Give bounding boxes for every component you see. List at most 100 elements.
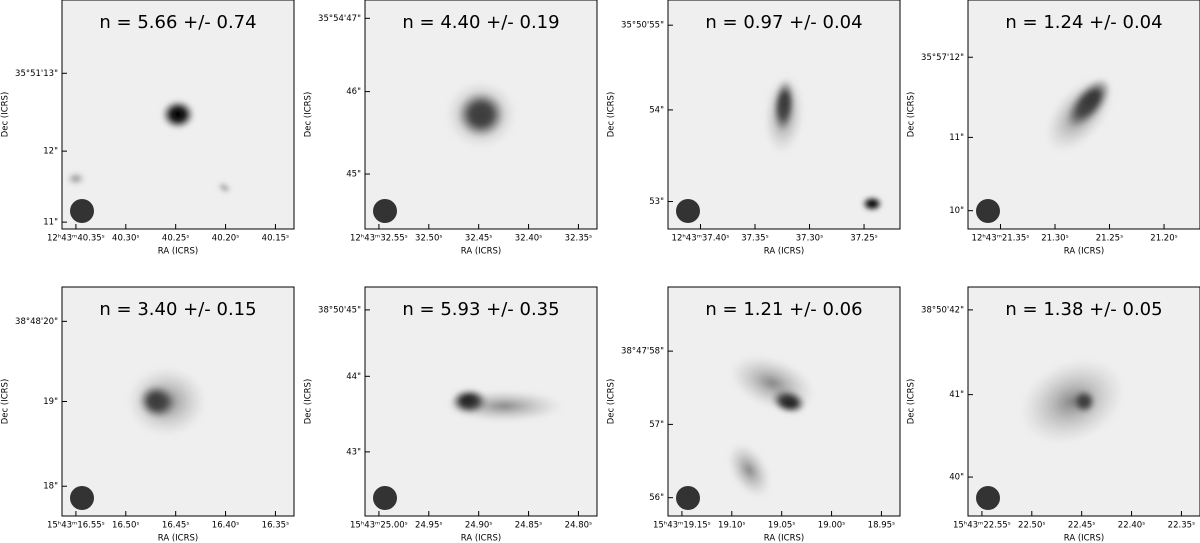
panel: n = 4.40 +/- 0.19 12ʰ43ᵐ32.55ˢ 32.50ˢ 32.45…: [304, 0, 598, 257]
frame: [364, 0, 598, 230]
beam: [70, 199, 94, 223]
source: [65, 171, 86, 186]
frame: [667, 0, 901, 230]
x-tick-label: 15ʰ43ᵐ25.00ˢ: [350, 521, 408, 531]
y-tick-label: 11": [949, 133, 964, 143]
frame: [967, 0, 1200, 230]
x-tick-label: 22.45ˢ: [1068, 521, 1096, 531]
source-image: [1044, 76, 1115, 153]
x-tick-label: 19.05ˢ: [768, 521, 796, 531]
frame: [364, 286, 598, 517]
source: [727, 442, 771, 498]
x-tick-label: 24.80ˢ: [565, 521, 593, 531]
x-axis-label: RA (ICRS): [764, 247, 804, 257]
panel: n = 5.66 +/- 0.74 12ʰ43ᵐ40.35ˢ 40.30ˢ 40.25…: [1, 0, 295, 257]
y-axis-label: Dec (ICRS): [1, 92, 11, 138]
y-tick-label: 38°50'45": [318, 305, 361, 315]
source: [861, 195, 884, 212]
panel: n = 1.21 +/- 0.06 15ʰ43ᵐ19.15ˢ 19.10ˢ 19.05…: [607, 286, 901, 543]
source: [217, 181, 232, 194]
y-axis-label: Dec (ICRS): [607, 379, 617, 425]
x-tick-label: 32.35ˢ: [565, 234, 593, 244]
beam: [373, 199, 397, 223]
y-tick-label: 56": [649, 493, 664, 503]
y-axis-label: Dec (ICRS): [907, 379, 917, 425]
y-tick-label: 45": [346, 170, 361, 180]
y-tick-label: 41": [949, 390, 964, 400]
panel-title: n = 4.40 +/- 0.19: [402, 12, 559, 33]
panel-title: n = 1.38 +/- 0.05: [1005, 299, 1162, 320]
x-tick-label: 16.45ˢ: [162, 521, 190, 531]
source: [126, 366, 207, 437]
y-tick-label: 12": [43, 147, 58, 157]
x-tick-label: 19.10ˢ: [718, 521, 746, 531]
x-tick-label: 32.40ˢ: [515, 234, 543, 244]
panel-title: n = 3.40 +/- 0.15: [99, 299, 256, 320]
x-tick-label: 40.25ˢ: [162, 234, 190, 244]
panel: n = 0.97 +/- 0.04 12ʰ43ᵐ37.40ˢ 37.35ˢ 37.30…: [607, 0, 901, 257]
source-image: [444, 388, 565, 423]
y-tick-label: 10": [949, 206, 964, 216]
x-tick-label: 40.20ˢ: [212, 234, 240, 244]
y-axis-label: Dec (ICRS): [1, 379, 11, 425]
x-tick-label: 12ʰ43ᵐ37.40ˢ: [672, 234, 730, 244]
source: [445, 80, 517, 149]
x-tick-label: 12ʰ43ᵐ32.55ˢ: [350, 234, 408, 244]
x-axis-label: RA (ICRS): [461, 534, 501, 543]
y-axis-label: Dec (ICRS): [907, 92, 917, 138]
y-tick-label: 11": [43, 218, 58, 228]
source: [1044, 76, 1115, 153]
x-tick-label: 22.35ˢ: [1168, 521, 1196, 531]
y-tick-label: 44": [346, 372, 361, 382]
x-tick-label: 15ʰ43ᵐ22.55ˢ: [953, 521, 1011, 531]
panel-title: n = 1.24 +/- 0.04: [1005, 12, 1162, 33]
x-tick-label: 21.20ˢ: [1150, 234, 1178, 244]
source: [444, 390, 565, 423]
source: [1019, 358, 1126, 445]
panel-title: n = 1.21 +/- 0.06: [705, 299, 862, 320]
beam: [676, 486, 700, 510]
y-axis-label: Dec (ICRS): [304, 379, 314, 425]
x-tick-label: 15ʰ43ᵐ19.15ˢ: [653, 521, 711, 531]
y-tick-label: 43": [346, 447, 361, 457]
y-tick-label: 54": [649, 105, 664, 115]
frame: [667, 286, 901, 517]
x-tick-label: 24.85ˢ: [515, 521, 543, 531]
x-tick-label: 40.15ˢ: [262, 234, 290, 244]
beam: [373, 486, 397, 510]
x-axis-label: RA (ICRS): [158, 247, 198, 257]
panel: n = 1.24 +/- 0.04 12ʰ43ᵐ21.35ˢ 21.30ˢ 21.25…: [907, 0, 1200, 257]
y-tick-label: 35°51'13": [15, 69, 58, 79]
panel: n = 5.93 +/- 0.35 15ʰ43ᵐ25.00ˢ 24.95ˢ 24.90…: [304, 286, 598, 543]
frame: [967, 286, 1200, 517]
y-tick-label: 46": [346, 87, 361, 97]
source-image: [445, 80, 517, 149]
x-tick-label: 19.00ˢ: [818, 521, 846, 531]
x-tick-label: 32.50ˢ: [415, 234, 443, 244]
y-tick-label: 38°50'42": [921, 305, 964, 315]
x-tick-label: 22.50ˢ: [1018, 521, 1046, 531]
x-tick-label: 24.90ˢ: [465, 521, 493, 531]
source-image: [727, 355, 816, 498]
x-tick-label: 21.30ˢ: [1041, 234, 1069, 244]
source-image: [763, 74, 884, 212]
y-tick-label: 38°47'58": [621, 347, 664, 357]
y-axis-label: Dec (ICRS): [607, 92, 617, 138]
y-tick-label: 35°50'55": [621, 21, 664, 31]
source: [729, 355, 816, 412]
x-tick-label: 22.40ˢ: [1118, 521, 1146, 531]
x-tick-label: 15ʰ43ᵐ16.55ˢ: [47, 521, 105, 531]
y-tick-label: 57": [649, 420, 664, 430]
source: [161, 99, 195, 130]
x-axis-label: RA (ICRS): [1064, 247, 1104, 257]
beam: [976, 486, 1000, 510]
beam: [976, 199, 1000, 223]
x-tick-label: 16.40ˢ: [212, 521, 240, 531]
x-tick-label: 32.45ˢ: [465, 234, 493, 244]
x-tick-label: 37.30ˢ: [796, 234, 824, 244]
x-axis-label: RA (ICRS): [764, 534, 804, 543]
x-tick-label: 24.95ˢ: [415, 521, 443, 531]
x-tick-label: 18.95ˢ: [868, 521, 896, 531]
source-image: [1019, 358, 1126, 445]
